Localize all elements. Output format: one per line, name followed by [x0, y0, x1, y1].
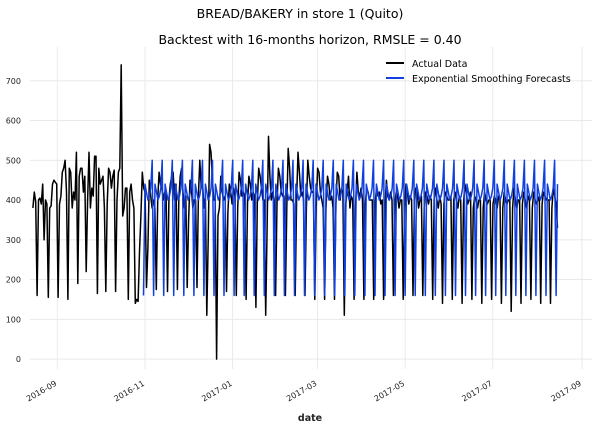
y-axis-ticks: 0 100 200 300 400 500 600 700 — [6, 77, 21, 364]
x-axis-ticks: 2016-09 2016-11 2017-01 2017-03 2017-05 2017-… — [25, 379, 583, 404]
y-tick-label: 200 — [6, 276, 21, 285]
y-tick-label: 600 — [6, 117, 21, 126]
plot-area — [32, 64, 559, 360]
series-line-exponential-smoothing-forecasts — [142, 159, 559, 297]
legend-label-actual: Actual Data — [412, 59, 467, 70]
y-tick-label: 100 — [6, 315, 21, 324]
x-tick-label: 2017-01 — [200, 379, 233, 404]
y-tick-label: 500 — [6, 156, 21, 165]
x-tick-label: 2016-09 — [25, 379, 58, 404]
x-tick-label: 2016-11 — [113, 379, 146, 404]
legend: Actual Data Exponential Smoothing Foreca… — [386, 59, 571, 85]
y-tick-label: 0 — [16, 355, 21, 364]
chart-title: BREAD/BAKERY in store 1 (Quito) — [197, 6, 404, 21]
x-tick-label: 2017-07 — [460, 379, 493, 404]
x-axis-label: date — [298, 413, 322, 424]
x-tick-label: 2017-05 — [373, 379, 406, 404]
x-tick-label: 2017-09 — [549, 379, 582, 404]
y-tick-label: 700 — [6, 77, 21, 86]
y-tick-label: 300 — [6, 236, 21, 245]
chart-subtitle: Backtest with 16-months horizon, RMSLE =… — [158, 32, 461, 47]
x-tick-label: 2017-03 — [285, 379, 318, 404]
y-tick-label: 400 — [6, 196, 21, 205]
legend-label-forecast: Exponential Smoothing Forecasts — [412, 74, 571, 85]
